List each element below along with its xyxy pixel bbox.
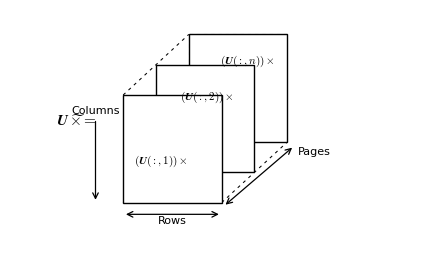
Bar xyxy=(156,65,255,172)
Text: $\boldsymbol{U}\,\widetilde{\times}=$: $\boldsymbol{U}\,\widetilde{\times}=$ xyxy=(56,114,97,129)
Text: Pages: Pages xyxy=(298,147,330,157)
Text: Columns: Columns xyxy=(71,106,120,116)
Bar xyxy=(123,95,222,203)
Bar xyxy=(189,34,287,142)
Text: $(\boldsymbol{U}(:,2))\times$: $(\boldsymbol{U}(:,2))\times$ xyxy=(180,89,234,105)
Text: Rows: Rows xyxy=(158,216,187,226)
Text: $(\boldsymbol{U}(:,n))\times$: $(\boldsymbol{U}(:,n))\times$ xyxy=(220,54,275,69)
Text: $(\boldsymbol{U}(:,1))\times$: $(\boldsymbol{U}(:,1))\times$ xyxy=(134,154,187,169)
